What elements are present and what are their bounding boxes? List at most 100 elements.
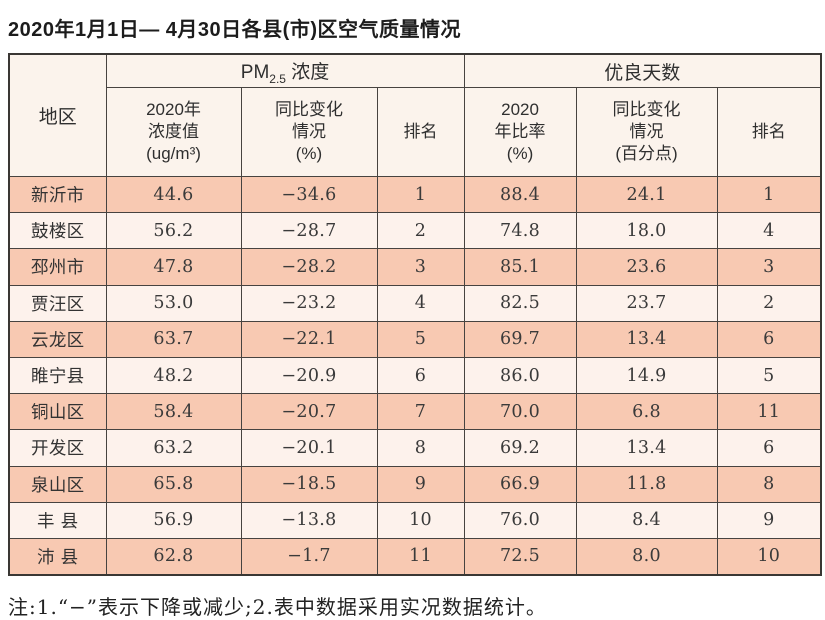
- region-cell: 泉山区: [8, 465, 107, 503]
- days-rank-cell: 6: [716, 320, 822, 358]
- pm25-value-cell: 48.2: [105, 356, 242, 395]
- region-cell: 丰 县: [8, 501, 107, 539]
- pm25-rank-cell: 5: [376, 320, 465, 358]
- table-row: 鼓楼区 56.2 −28.7 2 74.8 18.0 4: [8, 212, 822, 250]
- column-header-ratio-change: 同比变化 情况 (百分点): [575, 87, 718, 177]
- pm25-rank-cell: 1: [376, 175, 465, 214]
- region-cell: 鼓楼区: [8, 212, 107, 250]
- pm25-rank-cell: 6: [376, 356, 465, 395]
- pm25-label-tail: 浓度: [285, 61, 330, 83]
- region-cell: 铜山区: [8, 393, 107, 431]
- ratio-change-cell: 8.4: [575, 501, 718, 539]
- column-header-pm25-value: 2020年 浓度值 (ug/m³): [105, 87, 242, 177]
- table-row: 贾汪区 53.0 −23.2 4 82.5 23.7 2: [8, 284, 822, 322]
- pm25-change-line2: 情况: [292, 121, 326, 141]
- ratio-cell: 70.0: [463, 393, 577, 431]
- pm25-change-cell: −13.8: [240, 501, 378, 539]
- column-group-pm25: PM2.5 浓度: [105, 53, 465, 88]
- pm25-change-cell: −1.7: [240, 537, 378, 576]
- ratio-cell: 69.7: [463, 320, 577, 358]
- pm25-value-cell: 65.8: [105, 465, 242, 503]
- pm25-change-line3: (%): [295, 144, 323, 164]
- table-row: 沛 县 62.8 −1.7 11 72.5 8.0 10: [8, 537, 822, 576]
- ratio-cell: 82.5: [463, 284, 577, 322]
- days-rank-cell: 11: [716, 393, 822, 431]
- pm25-value-line3: (ug/m³): [146, 144, 201, 164]
- pm25-value-cell: 44.6: [105, 175, 242, 214]
- region-cell: 新沂市: [8, 175, 107, 214]
- ratio-change-line2: 情况: [629, 121, 664, 141]
- days-rank-cell: 9: [716, 501, 822, 539]
- air-quality-table: 地区 PM2.5 浓度 优良天数 2020年 浓度值 (ug/m³) 同比变化 …: [8, 53, 823, 577]
- pm25-value-cell: 58.4: [105, 393, 242, 431]
- pm25-value-cell: 56.9: [105, 501, 242, 539]
- region-cell: 贾汪区: [8, 284, 107, 322]
- pm25-change-cell: −28.2: [240, 248, 378, 286]
- ratio-line2: 年比率: [494, 121, 546, 141]
- column-group-good-days: 优良天数: [463, 53, 822, 88]
- table-row: 新沂市 44.6 −34.6 1 88.4 24.1 1: [8, 175, 822, 214]
- pm25-rank-cell: 10: [376, 501, 465, 539]
- ratio-change-cell: 23.6: [575, 248, 718, 286]
- pm25-change-cell: −22.1: [240, 320, 378, 358]
- pm25-value-cell: 63.2: [105, 429, 242, 467]
- pm25-value-cell: 47.8: [105, 248, 242, 286]
- pm25-rank-cell: 2: [376, 212, 465, 250]
- ratio-change-cell: 8.0: [575, 537, 718, 576]
- ratio-cell: 69.2: [463, 429, 577, 467]
- days-rank-cell: 5: [716, 356, 822, 395]
- ratio-change-cell: 13.4: [575, 429, 718, 467]
- table-row: 邳州市 47.8 −28.2 3 85.1 23.6 3: [8, 248, 822, 286]
- pm25-label-sub: 2.5: [269, 71, 286, 86]
- pm25-value-cell: 62.8: [105, 537, 242, 576]
- pm25-change-cell: −23.2: [240, 284, 378, 322]
- pm25-rank-cell: 4: [376, 284, 465, 322]
- ratio-cell: 74.8: [463, 212, 577, 250]
- pm25-change-line1: 同比变化: [275, 99, 343, 119]
- pm25-value-cell: 63.7: [105, 320, 242, 358]
- column-header-ratio: 2020 年比率 (%): [463, 87, 577, 177]
- region-cell: 开发区: [8, 429, 107, 467]
- region-cell: 云龙区: [8, 320, 107, 358]
- pm25-value-cell: 53.0: [105, 284, 242, 322]
- table-body: 新沂市 44.6 −34.6 1 88.4 24.1 1 鼓楼区 56.2 −2…: [8, 175, 822, 576]
- pm25-value-line1: 2020年: [146, 99, 201, 119]
- ratio-cell: 85.1: [463, 248, 577, 286]
- table-row: 丰 县 56.9 −13.8 10 76.0 8.4 9: [8, 501, 822, 539]
- ratio-change-line3: (百分点): [615, 144, 678, 164]
- header-group-row: 地区 PM2.5 浓度 优良天数: [8, 53, 822, 177]
- pm25-value-line2: 浓度值: [148, 121, 199, 141]
- days-rank-cell: 6: [716, 429, 822, 467]
- table-row: 泉山区 65.8 −18.5 9 66.9 11.8 8: [8, 465, 822, 503]
- header-sub-row: 2020年 浓度值 (ug/m³) 同比变化 情况 (%) 排名 2020 年比…: [9, 87, 822, 177]
- days-rank-cell: 2: [716, 284, 822, 322]
- column-header-pm25-change: 同比变化 情况 (%): [240, 87, 378, 177]
- ratio-cell: 72.5: [463, 537, 577, 576]
- ratio-change-line1: 同比变化: [612, 99, 681, 119]
- pm25-change-cell: −20.9: [240, 356, 378, 395]
- ratio-change-cell: 23.7: [575, 284, 718, 322]
- pm25-change-cell: −34.6: [240, 175, 378, 214]
- pm25-rank-cell: 7: [376, 393, 465, 431]
- pm25-change-cell: −28.7: [240, 212, 378, 250]
- table-header: 地区 PM2.5 浓度 优良天数 2020年 浓度值 (ug/m³) 同比变化 …: [8, 53, 822, 177]
- ratio-change-cell: 24.1: [575, 175, 718, 214]
- pm25-value-cell: 56.2: [105, 212, 242, 250]
- footnote: 注:1.“−”表示下降或减少;2.表中数据采用实况数据统计。: [8, 595, 547, 620]
- pm25-change-cell: −18.5: [240, 465, 378, 503]
- ratio-change-cell: 18.0: [575, 212, 718, 250]
- region-cell: 沛 县: [8, 537, 107, 576]
- days-rank-cell: 4: [716, 212, 822, 250]
- pm25-rank-cell: 11: [376, 537, 465, 576]
- days-rank-cell: 3: [716, 248, 822, 286]
- page-title: 2020年1月1日— 4月30日各县(市)区空气质量情况: [8, 19, 461, 41]
- ratio-line1: 2020: [501, 99, 539, 119]
- ratio-cell: 86.0: [463, 356, 577, 395]
- days-rank-cell: 1: [716, 175, 822, 214]
- ratio-change-cell: 11.8: [575, 465, 718, 503]
- pm25-rank-cell: 9: [376, 465, 465, 503]
- pm25-change-cell: −20.1: [240, 429, 378, 467]
- table-row: 云龙区 63.7 −22.1 5 69.7 13.4 6: [8, 320, 822, 358]
- pm25-label-text: PM: [240, 61, 270, 83]
- days-rank-cell: 8: [716, 465, 822, 503]
